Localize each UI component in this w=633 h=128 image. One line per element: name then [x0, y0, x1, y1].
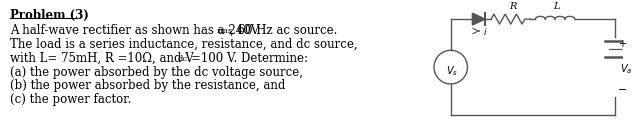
- Text: , 60 Hz ac source.: , 60 Hz ac source.: [230, 24, 337, 37]
- Text: rms: rms: [216, 27, 233, 35]
- Text: (a) the power absorbed by the dc voltage source,: (a) the power absorbed by the dc voltage…: [10, 66, 303, 79]
- Text: (c) the power factor.: (c) the power factor.: [10, 93, 131, 106]
- Text: i: i: [483, 28, 486, 37]
- Text: The load is a series inductance, resistance, and dc source,: The load is a series inductance, resista…: [10, 38, 358, 51]
- Text: A half-wave rectifier as shown has a 240V: A half-wave rectifier as shown has a 240…: [10, 24, 259, 37]
- Text: $V_a$: $V_a$: [620, 62, 632, 76]
- Polygon shape: [472, 13, 485, 25]
- Text: L: L: [553, 2, 560, 11]
- Text: R: R: [509, 2, 516, 11]
- Text: Problem (3): Problem (3): [10, 9, 89, 22]
- Text: with L= 75mH, R =10Ω, and V: with L= 75mH, R =10Ω, and V: [10, 52, 194, 65]
- Text: dc: dc: [177, 55, 187, 63]
- Text: =100 V. Determine:: =100 V. Determine:: [191, 52, 308, 65]
- Text: $V_s$: $V_s$: [446, 64, 458, 78]
- Text: −: −: [618, 85, 627, 95]
- Text: +: +: [618, 39, 626, 49]
- Text: (b) the power absorbed by the resistance, and: (b) the power absorbed by the resistance…: [10, 79, 285, 93]
